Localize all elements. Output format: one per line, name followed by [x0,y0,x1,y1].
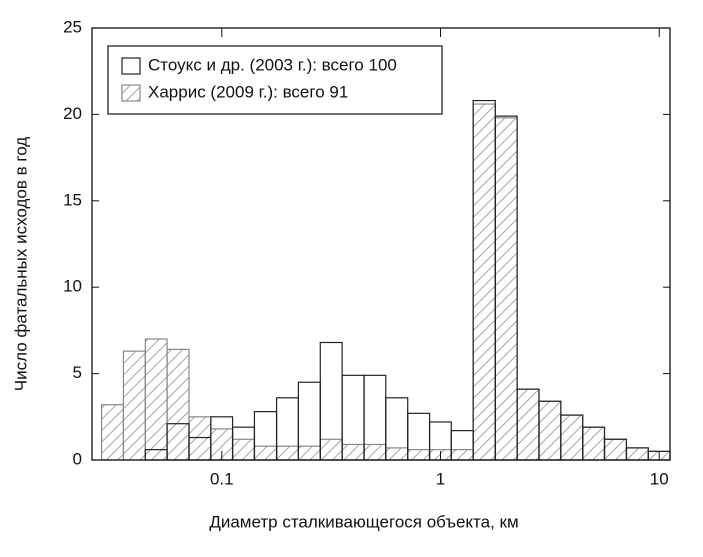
legend-swatch [121,84,141,102]
hatched-bar [625,447,649,461]
hatched-bar [560,414,584,461]
hatched-bar [603,438,628,461]
hatched-bar [275,445,300,461]
y-tick-label: 5 [73,363,82,382]
y-tick-label: 0 [73,449,82,468]
y-tick-label: 20 [63,104,82,123]
hatched-bar [582,426,606,461]
plot-frame [91,27,671,461]
hatched-bar [538,400,562,461]
x-tick-label: 10 [650,469,669,488]
hatched-bar [253,445,278,461]
hatched-bar [363,443,387,461]
hatched-bar [516,388,540,461]
hatched-bar [494,117,518,461]
legend-label: Стоукс и др. (2003 г.): всего 100 [148,55,397,74]
legend-box [107,45,443,115]
x-tick-label: 1 [436,469,445,488]
hatched-bar [450,449,474,461]
hatched-bar [166,348,190,461]
hatched-bar [100,404,125,461]
legend-label: Харрис (2009 г.): всего 91 [148,82,348,101]
hatched-bar [231,438,256,461]
legend-swatch [121,57,141,75]
y-tick-label: 15 [63,190,82,209]
y-tick-label: 10 [63,277,82,296]
y-tick-label: 25 [63,17,82,36]
hatched-bar [319,438,343,461]
hatched-bar [297,445,321,461]
x-axis-label: Диаметр сталкивающегося объекта, км [209,512,518,531]
hatched-bar [188,416,212,461]
hatched-bar [144,338,168,461]
hatched-bar [407,449,431,461]
hatched-bar [385,447,409,461]
hatched-bar [122,350,146,461]
hatched-bar [341,443,365,461]
x-tick-label: 0.1 [210,469,234,488]
y-axis-label: Число фатальных исходов в год [11,137,30,392]
hatched-bar [472,103,496,461]
